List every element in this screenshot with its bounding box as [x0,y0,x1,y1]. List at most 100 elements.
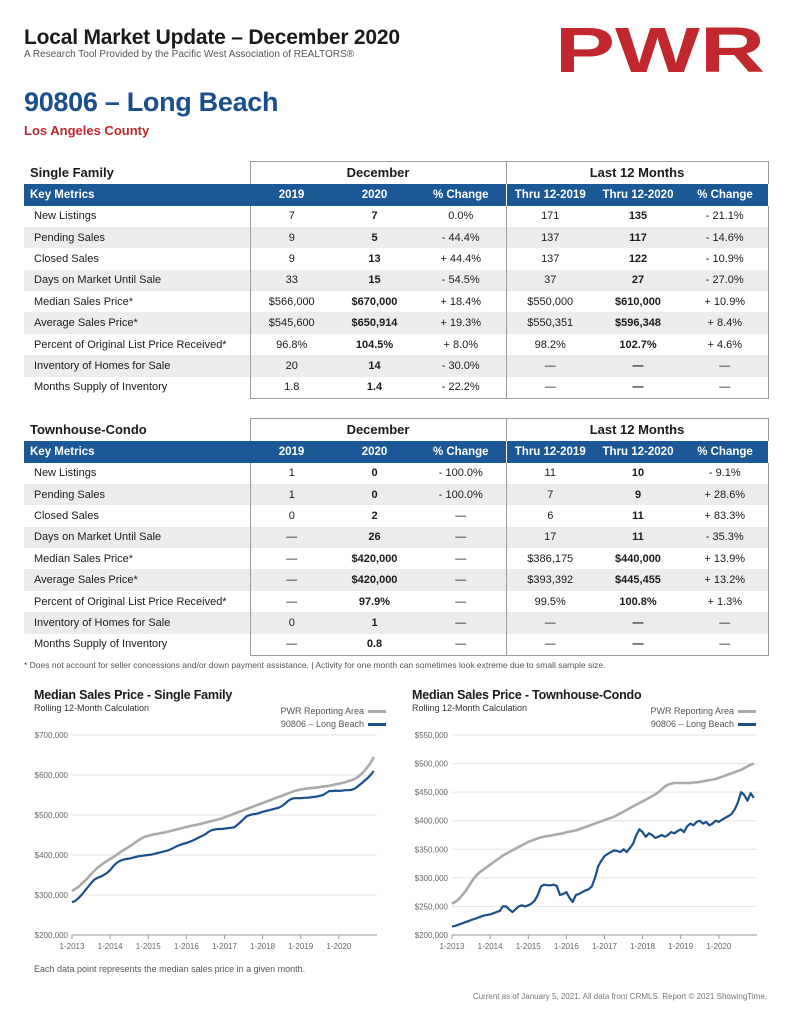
metric-label: Average Sales Price* [24,569,250,591]
x-tick-label: 1-2018 [250,942,275,951]
column-header-2020: 2020 [333,440,416,463]
table-cell: - 22.2% [416,376,507,399]
table-cell: - 30.0% [416,355,507,377]
table-cell: 1.4 [333,376,416,399]
table-row: New Listings 1 0- 100.0% 11 10- 9.1% [24,462,769,484]
y-tick-label: $550,000 [415,731,449,740]
table-cell: - 100.0% [416,483,507,506]
table-row: Months Supply of Inventory —0.8— — — — [24,633,769,656]
table-cell: 0 [333,483,416,506]
metric-label: Median Sales Price* [34,552,134,565]
table-cell: — [594,633,682,656]
table-cell: 137 [505,248,594,270]
table-cell: 11 [505,462,594,484]
table-cell: — [416,633,507,656]
column-header-pct-change-12mo: % Change [682,183,769,206]
table-cell: - 27.0% [682,269,769,292]
townhouse-condo-table-container: Townhouse-Condo December Last 12 Months … [24,418,769,656]
table-cell: — [249,569,333,591]
table-cell: — [594,612,682,634]
chart-plot-townhouse-condo: $550,000 $500,000 $450,000 $400,000 $350,000… [415,731,757,951]
single-family-table-container: Single Family December Last 12 Months Ke… [24,161,769,399]
table-cell: + 83.3% [682,505,769,527]
table-cell: — [416,505,507,527]
chart-note: Each data point represents the median sa… [34,964,306,974]
section-label-townhouse-condo: Townhouse-Condo [30,422,147,437]
y-tick-label: $300,000 [415,874,449,883]
chart-title: Median Sales Price - Townhouse-Condo [412,688,642,702]
table-cell: 10 [631,467,645,480]
column-header-pct-change-12mo: % Change [682,440,769,463]
table-cell: + 4.6% [682,333,769,356]
table-cell: 0 [249,505,333,527]
y-tick-label: $200,000 [415,931,449,940]
table-row: Months Supply of Inventory 1.8 1.4- 22.2% —… [24,376,769,399]
x-tick-label: 1-2014 [98,942,123,951]
table-cell: 171 [505,205,594,227]
series-line-pwr-area [71,756,375,893]
x-tick-label: 1-2017 [592,942,617,951]
table-cell: — [249,590,333,613]
table-cell: 2 [371,509,378,522]
series-line-pwr-area [451,762,755,905]
table-cell: - 14.6% [682,226,769,249]
table-cell: — [416,569,507,591]
table-cell: 0.8 [333,633,416,656]
table-cell: — [416,612,507,634]
legend-item-local: 90806 – Long Beach [606,719,756,732]
table-row: Inventory of Homes for Sale 20 14- 30.0% — —… [24,355,769,377]
table-cell: 135 [628,210,648,223]
table-cell: 33 [249,269,333,292]
chart-subtitle: Rolling 12-Month Calculation [412,703,528,713]
column-header-pct-change: % Change [416,183,506,206]
report-subtitle: A Research Tool Provided by the Pacific … [24,49,355,60]
y-tick-label: $450,000 [415,788,449,797]
x-tick-label: 1-2013 [60,942,85,951]
table-cell: $393,392 [505,569,594,591]
legend-swatch [368,723,386,727]
table-cell: 20 [249,355,333,377]
townhouse-condo-table: Townhouse-Condo December Last 12 Months … [24,418,769,656]
column-header-row: Key Metrics 2019 2020 % Change Thru 12-2… [24,183,769,206]
metric-label: Percent of Original List Price Received* [34,338,227,351]
x-tick-label: 1-2015 [516,942,541,951]
metric-label: New Listings [34,210,97,223]
table-cell: $550,351 [505,312,594,334]
table-cell: — [505,633,594,656]
table-cell: 7 [371,210,378,223]
group-header-last-12-months: Last 12 Months [505,161,769,184]
metric-label: Percent of Original List Price Received* [34,595,227,608]
single-family-table: Single Family December Last 12 Months Ke… [24,161,769,399]
table-row: Closed Sales 9 13 + 44.4% 137 122 - 10.9% [24,248,769,270]
y-tick-label: $500,000 [415,760,449,769]
table-cell: $386,175 [505,548,594,570]
table-cell: + 10.9% [682,291,769,313]
metric-label: Closed Sales [34,252,99,265]
legend-swatch [368,710,386,714]
group-header-december: December [249,161,507,184]
legend-swatch [738,710,756,714]
table-cell: 9 [249,226,333,249]
legend-item-local: 90806 – Long Beach [236,719,386,732]
metric-label: Inventory of Homes for Sale [24,612,250,634]
metric-label: Months Supply of Inventory [34,638,168,651]
table-cell: 0 [249,612,333,634]
column-header-thru-12-2019: Thru 12-2019 [505,440,594,463]
chart-legend: PWR Reporting Area 90806 – Long Beach [236,706,386,732]
chart-subtitle: Rolling 12-Month Calculation [34,703,150,713]
column-header-thru-12-2020: Thru 12-2020 [594,440,682,463]
table-row: Days on Market Until Sale 33 15- 54.5% 37 27… [24,269,769,292]
table-cell: - 21.1% [682,205,769,227]
table-cell: + 8.4% [682,312,769,334]
table-cell: - 54.5% [416,269,507,292]
chart-plot-single-family: $700,000 $600,000 $500,000 $400,000 $300,000… [35,731,377,951]
table-cell: 5 [333,226,416,249]
y-tick-label: $400,000 [415,817,449,826]
table-cell: — [505,355,594,377]
table-cell: 6 [505,505,594,527]
x-tick-label: 1-2017 [212,942,237,951]
column-header-key-metrics: Key Metrics [24,183,250,206]
table-cell: — [505,376,594,399]
column-header-row: Key Metrics 2019 2020 % Change Thru 12-2… [24,440,769,463]
column-header-thru-12-2019: Thru 12-2019 [505,183,594,206]
